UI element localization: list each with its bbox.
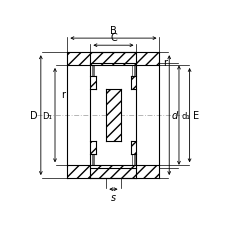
Bar [90, 141, 95, 154]
Bar [90, 53, 136, 63]
Bar [90, 77, 95, 90]
Bar [67, 53, 159, 66]
Bar [67, 166, 159, 178]
Text: d₁: d₁ [181, 111, 190, 120]
Text: d: d [171, 111, 177, 121]
Text: r: r [163, 58, 167, 68]
Bar [106, 90, 120, 141]
Text: C: C [110, 33, 116, 43]
Bar [131, 141, 136, 154]
Text: D: D [30, 111, 37, 121]
Text: s: s [110, 193, 115, 202]
Text: E: E [192, 111, 198, 121]
Bar [90, 168, 136, 178]
Bar [131, 77, 136, 90]
Text: D₁: D₁ [42, 111, 52, 120]
Text: B: B [110, 26, 116, 36]
Text: r: r [61, 90, 65, 99]
